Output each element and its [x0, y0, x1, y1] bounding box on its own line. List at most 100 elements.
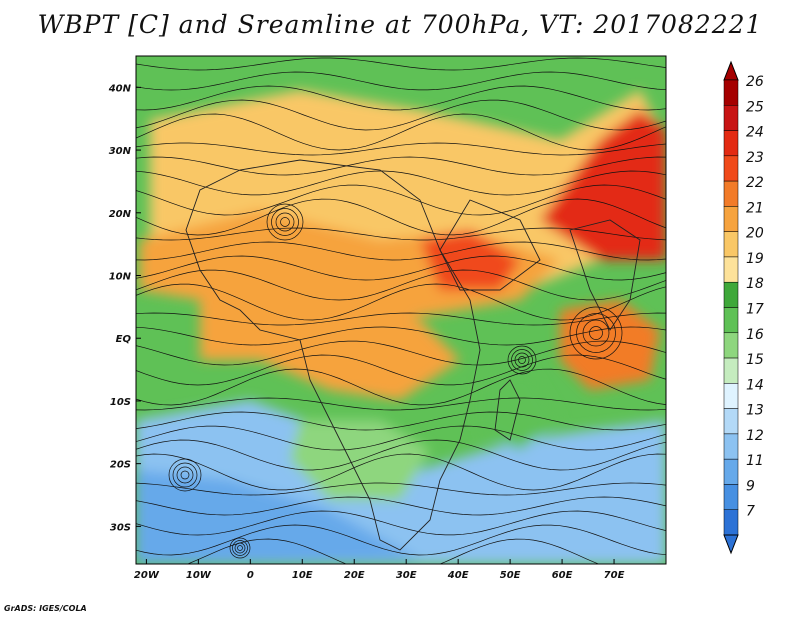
- colorbar-swatch: [723, 458, 739, 485]
- colorbar-label: 25: [746, 99, 764, 115]
- x-tick-label: 50E: [500, 570, 521, 581]
- streamline: [136, 439, 666, 471]
- streamline: [136, 99, 666, 131]
- streamline: [136, 425, 666, 451]
- colorbar-label: 11: [746, 453, 764, 469]
- colorbar-swatch: [723, 130, 739, 157]
- streamline: [136, 57, 666, 71]
- streamline-vortex: [576, 313, 616, 353]
- streamline-vortex: [507, 345, 537, 375]
- x-tick-label: 10W: [186, 570, 212, 581]
- y-tick-label: 30S: [110, 522, 131, 533]
- streamline-vortex: [511, 349, 533, 371]
- streamline: [136, 184, 666, 216]
- colorbar-bottom-arrow: [723, 534, 739, 555]
- streamline: [136, 283, 666, 321]
- streamline: [136, 85, 666, 111]
- coastlines: [185, 159, 641, 551]
- streamline: [136, 156, 666, 176]
- streamline-vortex: [176, 466, 194, 484]
- colorbar-label: 12: [746, 428, 764, 444]
- colorbar-swatch: [723, 105, 739, 131]
- y-tick-label: 20N: [109, 209, 132, 220]
- colorbar-label: 19: [746, 251, 764, 267]
- grads-credit: GrADS: IGES/COLA: [4, 604, 87, 613]
- colorbar-swatch: [723, 357, 739, 384]
- streamline: [136, 142, 666, 156]
- x-tick-label: 60E: [552, 570, 573, 581]
- colorbar-label: 13: [746, 403, 764, 419]
- colorbar-swatch: [723, 155, 739, 182]
- streamline: [136, 524, 666, 556]
- streamline-vortex: [589, 326, 603, 340]
- streamline: [136, 496, 666, 516]
- streamline: [136, 269, 666, 301]
- colorbar-label: 7: [746, 504, 755, 520]
- streamline-vortex: [229, 537, 251, 559]
- streamline: [186, 538, 600, 564]
- field-arabia-hot: [420, 230, 520, 290]
- streamline-vortex: [237, 545, 243, 551]
- x-tick-label: 20E: [344, 570, 365, 581]
- colorbar-swatch: [723, 408, 739, 435]
- streamline: [136, 71, 666, 91]
- x-axis: 20W 10W 0 10E 20E 30E 40E 50E 60E 70E: [134, 559, 625, 581]
- colorbar-swatch: [723, 332, 739, 359]
- colorbar-label: 22: [746, 175, 764, 191]
- chart-title: WBPT [C] and Sreamline at 700hPa, VT: 20…: [37, 10, 763, 39]
- streamline: [136, 326, 666, 346]
- colorbar-swatch: [723, 307, 739, 334]
- streamline-vortex: [232, 540, 248, 556]
- colorbar-swatch: [723, 484, 739, 510]
- streamline: [136, 312, 666, 326]
- colorbar-swatch: [723, 180, 739, 207]
- streamline: [136, 354, 666, 386]
- streamline: [136, 368, 666, 406]
- coast-arabia: [439, 199, 541, 291]
- streamline-vortex: [569, 306, 623, 360]
- streamline-vortex: [514, 352, 530, 368]
- y-tick-label: 30N: [109, 146, 132, 157]
- streamline: [136, 510, 666, 536]
- colorbar-label: 21: [746, 200, 764, 216]
- colorbar-swatch: [723, 231, 739, 258]
- streamline-vortex: [234, 542, 246, 554]
- colorbar-swatch: [723, 509, 739, 536]
- streamline-vortex: [180, 470, 190, 480]
- streamline-vortex: [518, 356, 526, 364]
- streamline: [136, 170, 666, 196]
- colorbar-label: 26: [746, 74, 764, 90]
- streamline-vortex: [275, 212, 295, 232]
- y-tick-label: 20S: [110, 460, 131, 471]
- streamline: [136, 453, 666, 491]
- colorbar-label: 24: [746, 125, 764, 141]
- streamline: [136, 397, 666, 411]
- x-tick-label: 30E: [396, 570, 417, 581]
- colorbar-swatch: [723, 206, 739, 232]
- colorbar-label: 15: [746, 352, 764, 368]
- streamline-vortex: [172, 462, 198, 488]
- colorbar-swatch: [723, 281, 739, 308]
- coast-india: [569, 219, 641, 331]
- x-tick-label: 40E: [447, 570, 469, 581]
- streamline-vortex: [168, 458, 202, 492]
- x-tick-label: 10E: [292, 570, 313, 581]
- colorbar-label: 20: [746, 226, 764, 242]
- colorbar-label: 16: [746, 327, 764, 343]
- field-central-africa: [200, 300, 460, 400]
- y-tick-label: EQ: [116, 334, 132, 345]
- plot-frame: [135, 55, 667, 565]
- colorbar-swatch: [723, 256, 739, 283]
- colorbar-label: 14: [746, 377, 764, 393]
- colorbar-swatch: [723, 433, 739, 460]
- colorbar-label: 9: [746, 478, 755, 494]
- streamline: [136, 255, 666, 281]
- x-tick-label: 0: [247, 570, 254, 581]
- x-tick-label: 70E: [604, 570, 625, 581]
- colorbar: 26 25 24 23 22 21 20 19 18 17 16 15 14 13 12 11 9 7: [723, 60, 764, 555]
- streamline: [136, 198, 666, 236]
- streamline: [136, 227, 666, 241]
- streamlines: [136, 57, 666, 564]
- colorbar-swatch: [723, 79, 739, 106]
